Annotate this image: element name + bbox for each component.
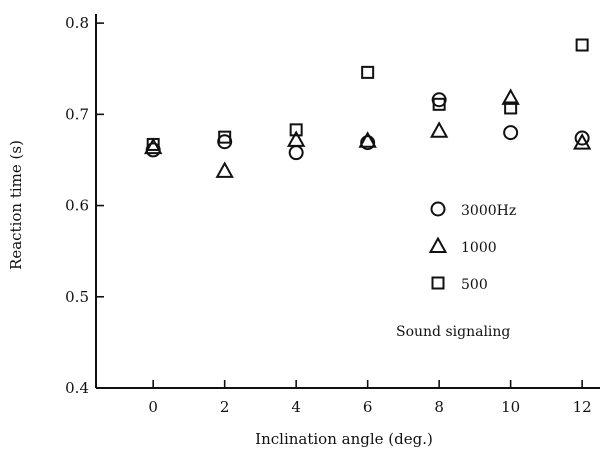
x-tick-label-2: 2 (220, 398, 230, 416)
x-tick-label-4: 4 (291, 398, 301, 416)
point-circle-x4 (288, 145, 304, 161)
point-triangle-x2 (215, 161, 234, 178)
y-tick-label-0.5: 0.5 (65, 288, 89, 306)
y-tick-label-0.8: 0.8 (65, 14, 89, 32)
y-tick-label-0.7: 0.7 (65, 105, 89, 123)
annotation-sound-signaling: Sound signaling (396, 324, 510, 340)
x-tick-label-6: 6 (363, 398, 373, 416)
point-triangle-x6 (358, 131, 377, 148)
point-circle-x12 (574, 130, 590, 146)
series-circle (145, 92, 590, 161)
y-tick-label-0.4: 0.4 (65, 379, 89, 397)
x-tick-label-0: 0 (148, 398, 158, 416)
legend-label-triangle: 1000 (461, 240, 497, 256)
legend-marker-square (431, 276, 445, 290)
legend: 3000Hz 1000 500 (428, 201, 516, 293)
point-square-x12 (575, 38, 589, 52)
series-triangle (143, 88, 592, 178)
point-square-x0 (146, 137, 160, 151)
point-circle-x10 (503, 125, 519, 141)
legend-marker-circle (430, 201, 446, 217)
axes (95, 14, 600, 389)
point-square-x2 (218, 130, 232, 144)
point-triangle-x4 (286, 130, 306, 147)
point-square-x10 (504, 101, 518, 115)
y-axis-label: Reaction time (s) (7, 140, 25, 270)
ticks: 0.4 0.5 0.6 0.7 0.8 0 2 4 6 8 10 12 (65, 14, 592, 416)
point-square-x6 (361, 65, 375, 79)
point-triangle-x12 (572, 133, 592, 150)
point-triangle-x8 (429, 121, 449, 138)
point-square-x4 (289, 123, 303, 137)
point-circle-x6 (360, 135, 376, 151)
point-triangle-x10 (501, 88, 520, 105)
x-tick-label-8: 8 (434, 398, 444, 416)
series-square (146, 38, 589, 151)
legend-label-circle: 3000Hz (461, 203, 516, 219)
legend-marker-triangle (428, 236, 448, 253)
point-square-x8 (432, 97, 446, 111)
y-tick-label-0.6: 0.6 (65, 197, 89, 215)
point-triangle-x0 (143, 137, 163, 155)
x-axis-label: Inclination angle (deg.) (255, 430, 433, 448)
markers (143, 38, 592, 178)
legend-label-square: 500 (461, 277, 488, 293)
x-tick-label-12: 12 (573, 398, 592, 416)
x-tick-label-10: 10 (501, 398, 520, 416)
